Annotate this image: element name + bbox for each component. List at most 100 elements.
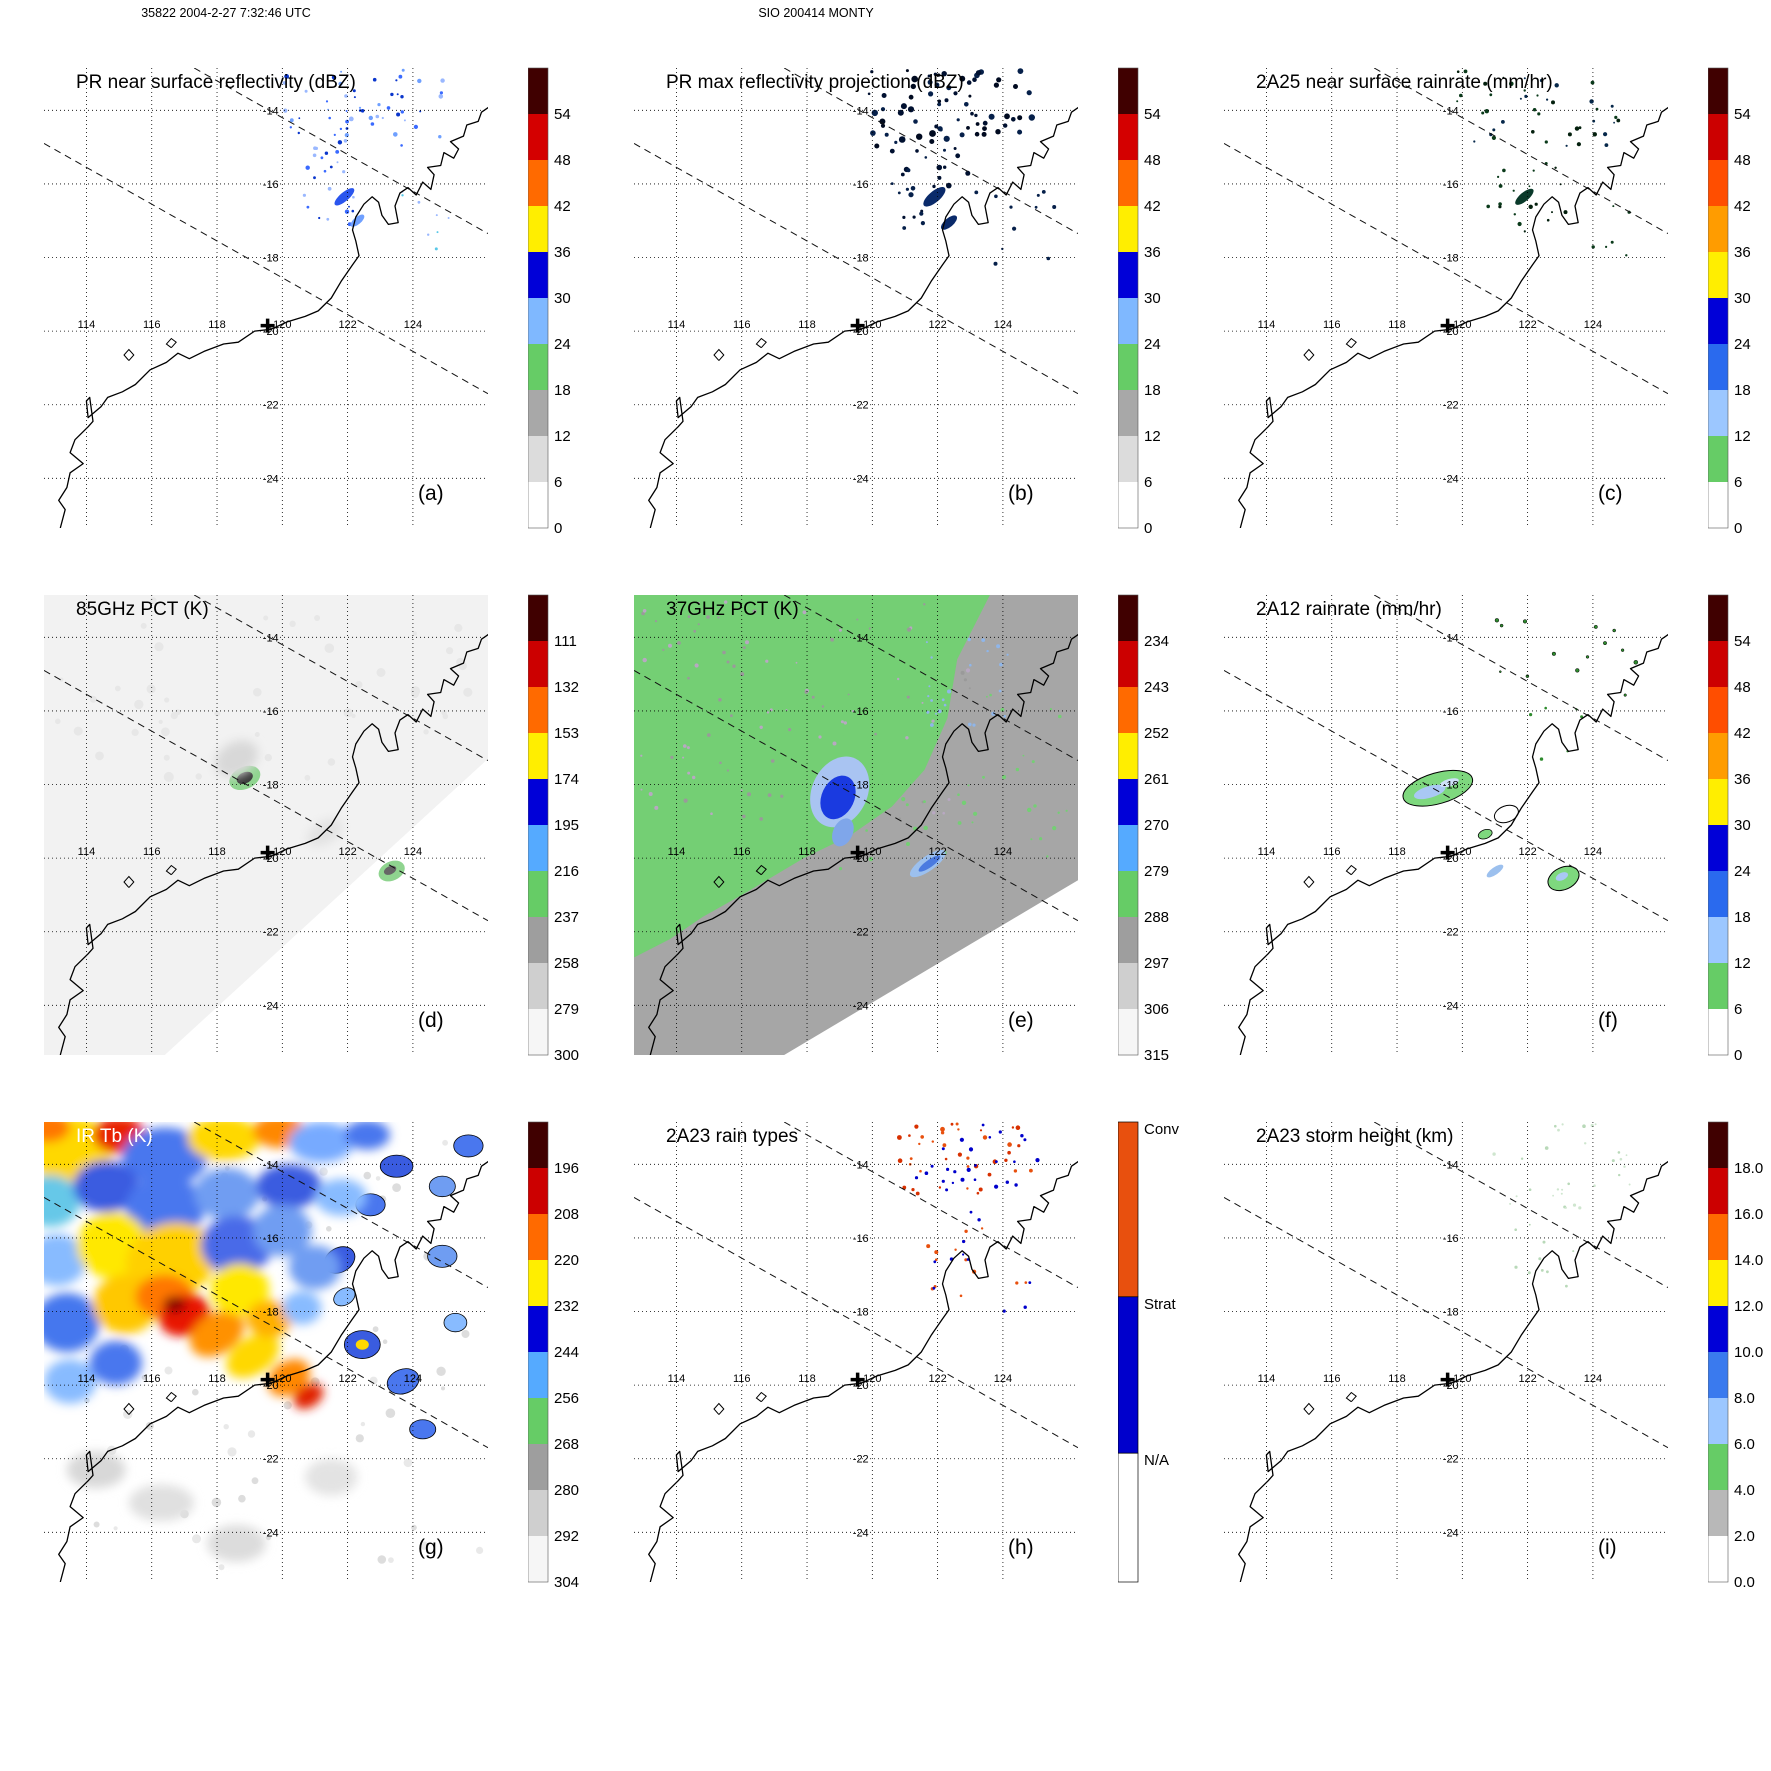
svg-text:114: 114 xyxy=(78,1373,96,1385)
svg-text:114: 114 xyxy=(668,1373,686,1385)
coastline xyxy=(58,633,488,1055)
panel-title-d: 85GHz PCT (K) xyxy=(76,599,209,620)
svg-text:-16: -16 xyxy=(1443,706,1459,718)
svg-text:258: 258 xyxy=(554,955,579,972)
svg-text:6.0: 6.0 xyxy=(1734,1436,1755,1453)
svg-text:-20: -20 xyxy=(1443,853,1459,865)
svg-text:-18: -18 xyxy=(263,780,279,792)
svg-text:114: 114 xyxy=(668,319,686,331)
svg-text:14.0: 14.0 xyxy=(1734,1252,1763,1269)
panel-letter-a: (a) xyxy=(418,482,444,505)
svg-text:-24: -24 xyxy=(853,1527,869,1539)
svg-text:48: 48 xyxy=(1734,679,1751,696)
panel-title-c: 2A25 near surface rainrate (mm/hr) xyxy=(1256,72,1553,93)
svg-text:243: 243 xyxy=(1144,679,1169,696)
colorbar-d: 111 132 153 174 195 216 237 258 279 300 xyxy=(528,594,579,1064)
svg-text:54: 54 xyxy=(1144,106,1161,123)
site-plus-marker xyxy=(260,318,275,333)
panel-letter-c: (c) xyxy=(1598,482,1623,505)
svg-text:-24: -24 xyxy=(263,1527,279,1539)
svg-text:-18: -18 xyxy=(1443,253,1459,265)
svg-text:292: 292 xyxy=(554,1528,579,1545)
svg-text:12: 12 xyxy=(1734,955,1751,972)
site-plus-marker xyxy=(260,845,275,860)
svg-text:-22: -22 xyxy=(853,400,869,412)
svg-text:118: 118 xyxy=(798,846,816,858)
data-layer xyxy=(634,595,1078,1055)
svg-text:237: 237 xyxy=(554,909,579,926)
svg-text:-22: -22 xyxy=(853,1454,869,1466)
svg-text:12.0: 12.0 xyxy=(1734,1298,1763,1315)
svg-text:-20: -20 xyxy=(263,853,279,865)
svg-text:208: 208 xyxy=(554,1206,579,1223)
svg-text:304: 304 xyxy=(554,1574,579,1591)
coastline xyxy=(1238,106,1668,528)
svg-text:-18: -18 xyxy=(1443,1307,1459,1319)
svg-text:-18: -18 xyxy=(853,253,869,265)
svg-text:12: 12 xyxy=(554,428,571,445)
coastline xyxy=(648,106,1078,528)
colorbar-g: 196 208 220 232 244 256 268 280 292 304 xyxy=(528,1121,579,1591)
svg-text:-24: -24 xyxy=(1443,1527,1459,1539)
svg-text:124: 124 xyxy=(404,319,422,331)
svg-text:48: 48 xyxy=(1734,152,1751,169)
data-layer xyxy=(1402,618,1639,892)
panel-letter-e: (e) xyxy=(1008,1009,1034,1032)
svg-text:252: 252 xyxy=(1144,725,1169,742)
svg-text:24: 24 xyxy=(1734,863,1751,880)
svg-text:-20: -20 xyxy=(1443,326,1459,338)
svg-text:116: 116 xyxy=(1323,846,1341,858)
svg-text:122: 122 xyxy=(928,319,946,331)
orbit-timestamp-header: 35822 2004-2-27 7:32:46 UTC xyxy=(141,6,311,20)
svg-text:118: 118 xyxy=(798,319,816,331)
site-plus-marker xyxy=(1440,845,1455,860)
svg-text:116: 116 xyxy=(733,319,751,331)
svg-text:114: 114 xyxy=(78,846,96,858)
svg-text:36: 36 xyxy=(1734,771,1751,788)
svg-text:-22: -22 xyxy=(1443,400,1459,412)
svg-text:-24: -24 xyxy=(1443,1000,1459,1012)
svg-text:122: 122 xyxy=(338,846,356,858)
svg-text:315: 315 xyxy=(1144,1047,1169,1064)
svg-text:42: 42 xyxy=(554,198,571,215)
svg-text:124: 124 xyxy=(1584,319,1602,331)
svg-text:279: 279 xyxy=(1144,863,1169,880)
svg-text:116: 116 xyxy=(1323,319,1341,331)
panel-letter-d: (d) xyxy=(418,1009,444,1032)
svg-text:-18: -18 xyxy=(263,253,279,265)
data-layer xyxy=(44,595,488,1055)
svg-text:300: 300 xyxy=(554,1047,579,1064)
coastline xyxy=(648,1160,1078,1582)
coastline xyxy=(648,633,1078,1055)
panel-title-b: PR max reflectivity projection (dBZ) xyxy=(666,72,964,93)
svg-text:48: 48 xyxy=(554,152,571,169)
svg-text:297: 297 xyxy=(1144,955,1169,972)
svg-text:36: 36 xyxy=(554,244,571,261)
data-layer xyxy=(275,68,450,251)
svg-text:24: 24 xyxy=(554,336,571,353)
svg-text:36: 36 xyxy=(1144,244,1161,261)
svg-text:-22: -22 xyxy=(263,1454,279,1466)
colorbar-f: 54 48 42 36 30 24 18 12 6 0 xyxy=(1708,594,1751,1064)
svg-text:-18: -18 xyxy=(853,780,869,792)
svg-text:124: 124 xyxy=(1584,846,1602,858)
svg-text:-22: -22 xyxy=(1443,927,1459,939)
svg-text:195: 195 xyxy=(554,817,579,834)
svg-text:30: 30 xyxy=(1734,290,1751,307)
svg-text:48: 48 xyxy=(1144,152,1161,169)
svg-text:268: 268 xyxy=(554,1436,579,1453)
